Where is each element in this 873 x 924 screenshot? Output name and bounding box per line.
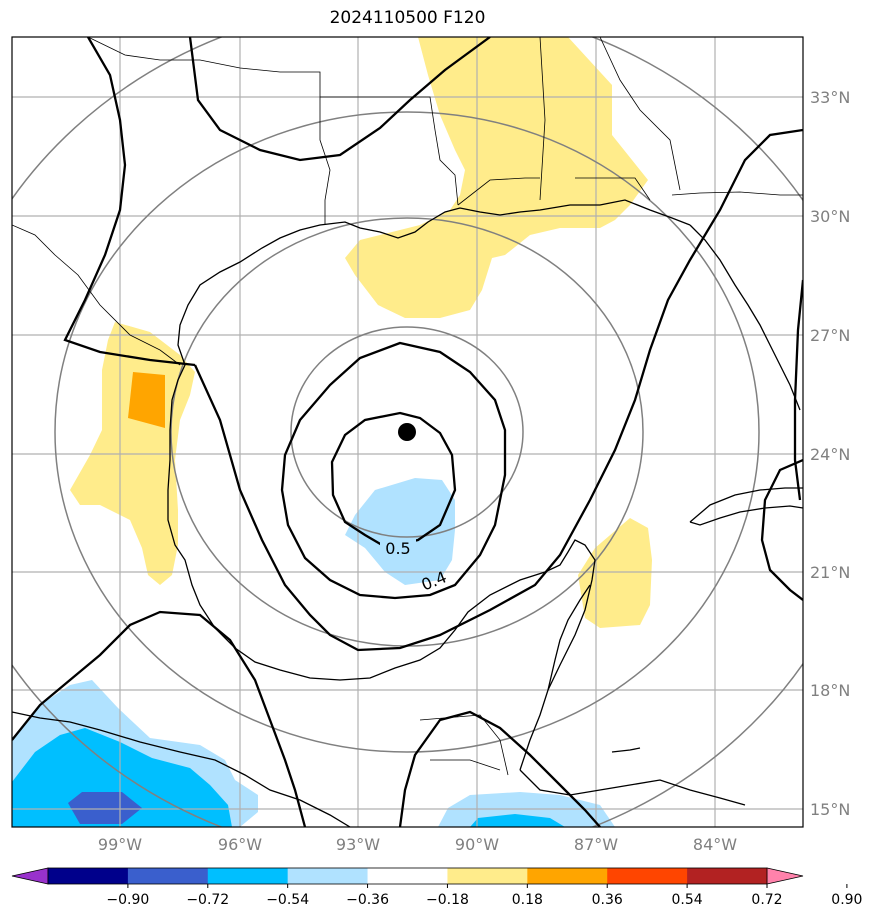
colorbar-segment [607, 868, 688, 884]
colorbar-tick-label: 0.36 [592, 892, 623, 908]
colorbar-arrow-left [11, 867, 49, 885]
colorbar-segment [287, 868, 369, 884]
lon-label-93: 93°W [336, 835, 380, 854]
colorbar-segment [447, 868, 528, 884]
map-frame [11, 36, 804, 828]
colorbar-segment [48, 868, 129, 884]
contour-lines [12, 37, 803, 827]
lat-label-24: 24°N [810, 445, 850, 464]
lat-label-15: 15°N [810, 800, 850, 819]
state-borders [12, 37, 803, 776]
lat-label-27: 27°N [810, 326, 850, 345]
colorbar-segment [127, 868, 209, 884]
lat-label-30: 30°N [810, 207, 850, 226]
lat-label-33: 33°N [810, 88, 850, 107]
longitude-labels: 99°W 96°W 93°W 90°W 87°W 84°W [98, 835, 737, 854]
graticule [12, 37, 803, 827]
contour-label-bg-inner [380, 538, 416, 556]
lon-label-84: 84°W [693, 835, 737, 854]
colorbar-segment [207, 868, 289, 884]
negative-region-center [345, 478, 455, 585]
colorbar-tick-label: 0.54 [672, 892, 703, 908]
colorbar-tick-label: −0.54 [266, 892, 309, 908]
colorbar-segment [527, 868, 608, 884]
coastlines [12, 199, 803, 827]
lat-label-21: 21°N [810, 563, 850, 582]
lon-label-96: 96°W [218, 835, 262, 854]
lon-label-90: 90°W [455, 835, 499, 854]
colorbar-segment [687, 868, 768, 884]
colorbar-segment [367, 868, 448, 884]
colorbar-tick-label: −0.18 [426, 892, 469, 908]
colorbar-tick-label: −0.72 [186, 892, 229, 908]
map-title: 2024110500 F120 [329, 8, 486, 28]
colorbar-tick-label: 0.72 [751, 892, 782, 908]
colorbar-tick-label: 0.90 [831, 892, 862, 908]
negative-region-south-core [470, 814, 565, 827]
colorbar-tick-label: −0.36 [346, 892, 389, 908]
contour-label-inner: 0.5 [385, 539, 410, 558]
negative-region-southwest-mid [12, 728, 232, 827]
colorbar: −0.90 −0.72 −0.54 −0.36 −0.18 0.18 0.36 0.54 0.7… [11, 867, 862, 908]
positive-region-north [345, 37, 648, 318]
colorbar-tick-label: −0.90 [106, 892, 149, 908]
colorbar-frame [47, 867, 768, 885]
colorbar-tick-label: 0.18 [512, 892, 543, 908]
storm-center-dot [398, 423, 416, 441]
negative-region-southwest-core [68, 792, 142, 824]
positive-region-west-core [128, 372, 165, 428]
latitude-labels: 33°N 30°N 27°N 24°N 21°N 18°N 15°N [810, 88, 850, 819]
lat-label-18: 18°N [810, 681, 850, 700]
lon-label-87: 87°W [574, 835, 618, 854]
colorbar-arrow-right [766, 867, 804, 885]
lon-label-99: 99°W [98, 835, 142, 854]
